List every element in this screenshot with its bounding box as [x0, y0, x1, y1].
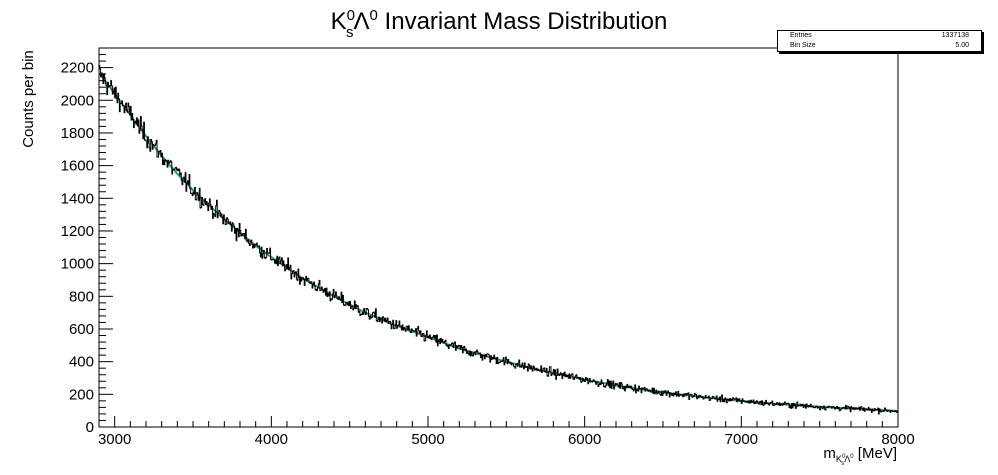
stats-entries-label: Entries	[790, 32, 812, 39]
chart-title: K0 sΛ0 Invariant Mass Distribution	[331, 7, 668, 41]
y-tick-label: 1600	[61, 158, 94, 175]
xlabel-sub-k: K	[836, 454, 842, 464]
title-lambda-sup: 0	[370, 7, 378, 24]
xlabel-sub-k-sub: s	[841, 461, 844, 467]
stats-binsize-value: 5.00	[955, 42, 969, 49]
y-tick-label: 0	[86, 419, 94, 436]
y-tick-label: 2000	[61, 92, 94, 109]
y-tick-label: 800	[69, 288, 94, 305]
xlabel-unit: [MeV]	[854, 445, 897, 462]
x-tick-label: 6000	[568, 431, 601, 448]
title-k: K	[331, 8, 347, 35]
y-tick-label: 1400	[61, 190, 94, 207]
histogram-layer	[99, 64, 898, 415]
y-tick-label: 200	[69, 386, 94, 403]
xlabel-sub-lambda-sup: 0	[850, 454, 854, 460]
y-tick-label: 1200	[61, 223, 94, 240]
plot-frame	[98, 47, 899, 428]
x-tick-label: 8000	[881, 431, 914, 448]
x-tick-label: 4000	[255, 431, 288, 448]
y-tick-label: 400	[69, 354, 94, 371]
y-tick-label: 600	[69, 321, 94, 338]
title-rest: Invariant Mass Distribution	[378, 8, 667, 35]
x-tick-label: 7000	[725, 431, 758, 448]
y-axis-ticks: 0 200 400 600 800 1000 1200 1400 1600 1800 2000 220…	[61, 47, 113, 436]
y-tick-label: 1000	[61, 256, 94, 273]
xlabel-sub-lambda: Λ	[844, 454, 850, 464]
title-k-sup: 0	[347, 7, 355, 24]
x-tick-label: 5000	[411, 431, 444, 448]
y-tick-label: 1800	[61, 125, 94, 142]
y-axis-label: Counts per bin	[20, 50, 37, 148]
stats-box: Entries 1337138 Bin Size 5.00	[777, 30, 982, 52]
stats-entries-value: 1337138	[941, 32, 969, 39]
stats-row-binsize: Bin Size 5.00	[778, 41, 981, 51]
title-lambda: Λ	[354, 8, 370, 35]
xlabel-sub-k-sup: 0	[842, 454, 846, 460]
fit-curve-layer	[98, 71, 899, 412]
histogram-line	[99, 64, 898, 415]
y-tick-label: 2200	[61, 60, 94, 77]
x-axis-ticks: 3000 4000 5000 6000 7000 8000	[98, 416, 915, 448]
stats-binsize-label: Bin Size	[790, 42, 816, 49]
x-tick-label: 3000	[98, 431, 131, 448]
stats-row-entries: Entries 1337138	[778, 31, 981, 41]
fit-curve	[98, 71, 899, 412]
x-axis-label: mK0 sΛ0 [MeV]	[823, 445, 897, 467]
xlabel-m: m	[823, 445, 836, 462]
title-k-sub: s	[346, 24, 354, 41]
